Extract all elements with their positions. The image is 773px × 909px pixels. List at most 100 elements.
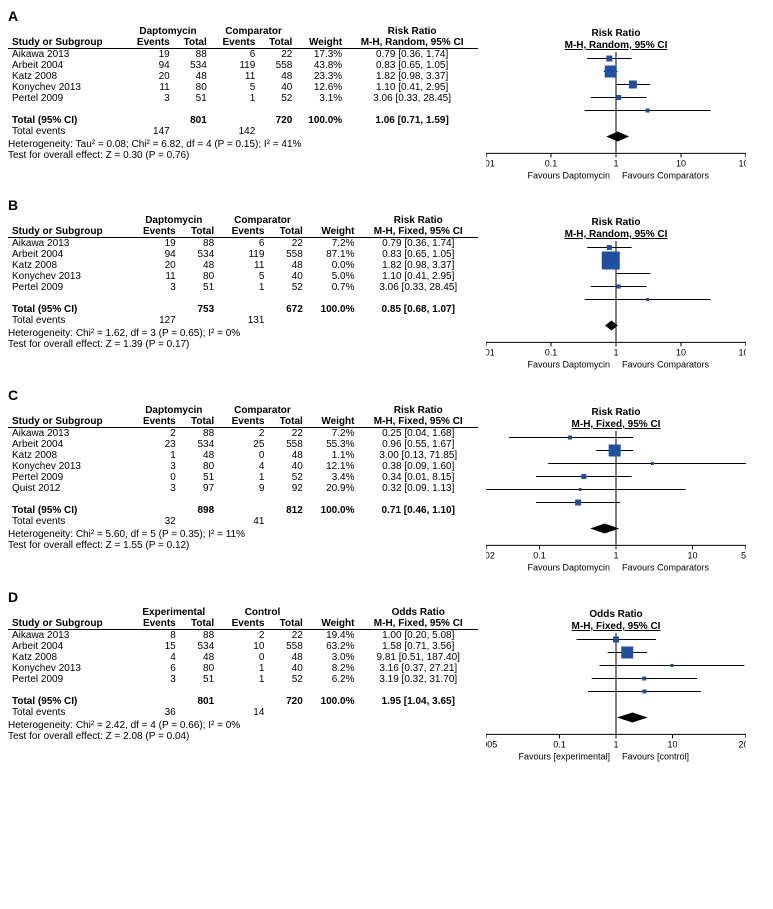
study-row: Pertel 20093511520.7%3.06 [0.33, 28.45] bbox=[8, 282, 478, 293]
effect-ci: 1.82 [0.98, 3.37] bbox=[358, 260, 478, 271]
study-name: Aikawa 2013 bbox=[8, 630, 129, 642]
total-diamond bbox=[606, 132, 629, 142]
total2: 92 bbox=[268, 483, 306, 494]
total-events-label: Total events bbox=[8, 315, 129, 326]
total-t2: 720 bbox=[268, 696, 306, 707]
forest-plot: Risk RatioM-H, Random, 95% CI0.010.11101… bbox=[486, 215, 746, 374]
effect-ci: 0.96 [0.55, 1.67] bbox=[358, 439, 478, 450]
col-total2: Total bbox=[259, 37, 296, 49]
study-name: Pertel 2009 bbox=[8, 282, 129, 293]
col-events1: Events bbox=[125, 37, 174, 49]
total-t2: 672 bbox=[268, 304, 306, 315]
total2: 48 bbox=[268, 450, 306, 461]
total2: 48 bbox=[268, 652, 306, 663]
study-name: Pertel 2009 bbox=[8, 93, 125, 104]
weight: 3.1% bbox=[296, 93, 346, 104]
weight: 3.0% bbox=[307, 652, 359, 663]
col-events1: Events bbox=[129, 226, 179, 238]
heterogeneity-text: Heterogeneity: Chi² = 1.62, df = 3 (P = … bbox=[8, 328, 478, 339]
heterogeneity-text: Heterogeneity: Chi² = 5.60, df = 5 (P = … bbox=[8, 529, 478, 540]
study-name: Konychev 2013 bbox=[8, 82, 125, 93]
study-row: Konychev 201311805405.0%1.10 [0.41, 2.95… bbox=[8, 271, 478, 282]
weight: 63.2% bbox=[307, 641, 359, 652]
study-box bbox=[646, 298, 649, 301]
col-ci: M-H, Fixed, 95% CI bbox=[358, 226, 478, 238]
events1: 15 bbox=[129, 641, 179, 652]
total2: 22 bbox=[268, 238, 306, 250]
weight: 87.1% bbox=[307, 249, 359, 260]
panel-letter: D bbox=[8, 589, 765, 605]
total-t1: 801 bbox=[174, 115, 211, 126]
col-total2: Total bbox=[268, 226, 306, 238]
events2: 9 bbox=[218, 483, 268, 494]
group2-header: Comparator bbox=[218, 215, 307, 226]
total2: 558 bbox=[268, 641, 306, 652]
weight: 0.0% bbox=[307, 260, 359, 271]
favours-left: Favours Daptomycin bbox=[527, 562, 610, 572]
events1: 3 bbox=[129, 483, 179, 494]
heterogeneity-text: Heterogeneity: Chi² = 2.42, df = 4 (P = … bbox=[8, 720, 478, 731]
effect-ci: 0.83 [0.65, 1.05] bbox=[358, 249, 478, 260]
study-box bbox=[617, 285, 621, 289]
weight: 5.0% bbox=[307, 271, 359, 282]
events2: 6 bbox=[218, 238, 268, 250]
forest-plot: Odds RatioM-H, Fixed, 95% CI0.0050.11102… bbox=[486, 607, 746, 766]
col-total2: Total bbox=[268, 416, 306, 428]
forest-plot: Risk RatioM-H, Fixed, 95% CI0.020.111050… bbox=[486, 405, 746, 577]
study-row: Pertel 20090511523.4%0.34 [0.01, 8.15] bbox=[8, 472, 478, 483]
overall-effect-text: Test for overall effect: Z = 0.30 (P = 0… bbox=[8, 150, 478, 161]
col-total1: Total bbox=[180, 226, 218, 238]
study-name: Arbeit 2004 bbox=[8, 641, 129, 652]
events1: 3 bbox=[129, 674, 179, 685]
effect-ci: 9.81 [0.51, 187.40] bbox=[358, 652, 478, 663]
col-study: Study or Subgroup bbox=[8, 37, 125, 49]
effect-ci: 3.06 [0.33, 28.45] bbox=[346, 93, 478, 104]
total-e2: 131 bbox=[218, 315, 268, 326]
events1: 8 bbox=[129, 630, 179, 642]
events1: 20 bbox=[125, 71, 174, 82]
col-weight: Weight bbox=[307, 618, 359, 630]
total-effect: 0.71 [0.46, 1.10] bbox=[358, 505, 478, 516]
panel-letter: A bbox=[8, 8, 765, 24]
forest-table: DaptomycinComparatorRisk RatioStudy or S… bbox=[8, 215, 478, 326]
svg-text:0.1: 0.1 bbox=[533, 550, 546, 560]
svg-text:0.1: 0.1 bbox=[545, 348, 558, 358]
total-e1: 127 bbox=[129, 315, 179, 326]
panel-letter: B bbox=[8, 197, 765, 213]
events2: 25 bbox=[218, 439, 268, 450]
effect-header: Risk Ratio bbox=[358, 405, 478, 416]
study-name: Konychev 2013 bbox=[8, 461, 129, 472]
total-e1: 147 bbox=[125, 126, 174, 137]
forest-table: DaptomycinComparatorRisk RatioStudy or S… bbox=[8, 405, 478, 527]
svg-text:0.005: 0.005 bbox=[486, 740, 497, 750]
effect-ci: 0.34 [0.01, 8.15] bbox=[358, 472, 478, 483]
favours-left: Favours [experimental] bbox=[518, 752, 610, 762]
weight: 0.7% bbox=[307, 282, 359, 293]
col-weight: Weight bbox=[307, 226, 359, 238]
events2: 119 bbox=[211, 60, 260, 71]
weight: 7.2% bbox=[307, 427, 359, 439]
effect-ci: 0.83 [0.65, 1.05] bbox=[346, 60, 478, 71]
study-box bbox=[579, 488, 582, 491]
study-box bbox=[568, 435, 572, 439]
col-weight: Weight bbox=[307, 416, 359, 428]
overall-effect-text: Test for overall effect: Z = 2.08 (P = 0… bbox=[8, 731, 478, 742]
total1: 48 bbox=[180, 652, 218, 663]
svg-text:10: 10 bbox=[676, 348, 686, 358]
svg-text:M-H, Fixed, 95% CI: M-H, Fixed, 95% CI bbox=[572, 419, 661, 430]
total1: 51 bbox=[180, 282, 218, 293]
svg-text:0.1: 0.1 bbox=[553, 740, 566, 750]
svg-text:M-H, Random, 95% CI: M-H, Random, 95% CI bbox=[565, 229, 668, 240]
total-effect: 1.06 [0.71, 1.59] bbox=[346, 115, 478, 126]
study-row: Aikawa 201319886227.2%0.79 [0.36, 1.74] bbox=[8, 238, 478, 250]
total1: 534 bbox=[174, 60, 211, 71]
col-events1: Events bbox=[129, 618, 179, 630]
total1: 51 bbox=[174, 93, 211, 104]
study-box bbox=[616, 95, 621, 100]
study-row: Pertel 20093511523.1%3.06 [0.33, 28.45] bbox=[8, 93, 478, 104]
heterogeneity-text: Heterogeneity: Tau² = 0.08; Chi² = 6.82,… bbox=[8, 139, 478, 150]
study-name: Aikawa 2013 bbox=[8, 427, 129, 439]
total-weight: 100.0% bbox=[296, 115, 346, 126]
effect-header: Risk Ratio bbox=[346, 26, 478, 37]
total2: 40 bbox=[259, 82, 296, 93]
